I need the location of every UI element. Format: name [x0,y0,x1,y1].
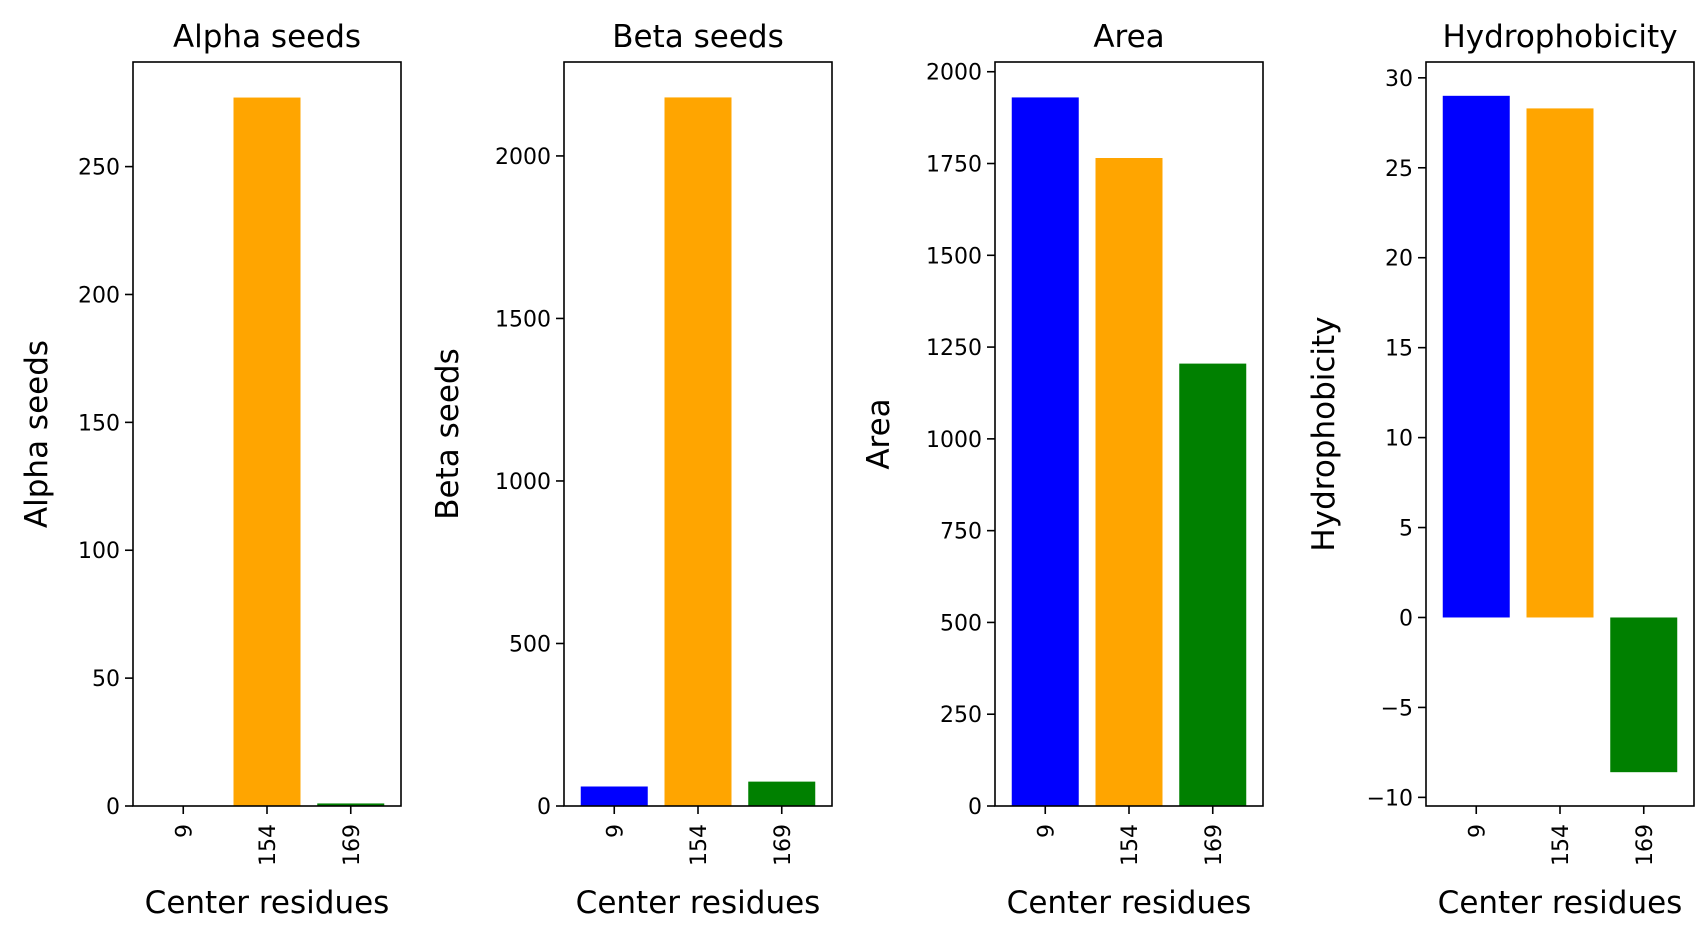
x-tick-label: 154 [687,824,712,866]
bar-9 [1011,97,1079,806]
y-tick-label: 1750 [926,153,982,178]
bar-154 [664,97,732,806]
y-tick-label: 20 [1385,247,1413,272]
chart-panel-4: −10 −5 0 5 10 15 20 25 30 9 154 169 Hydrophobicity Ce… [1306,19,1695,921]
x-tick-label: 169 [340,824,365,866]
y-tick-label: 250 [940,703,982,728]
y-tick-label: 0 [968,795,982,820]
bar-9 [580,786,648,806]
y-tick-label: 1500 [926,244,982,269]
bar-169 [748,781,816,806]
y-tick-label: 150 [78,411,120,436]
y-tick-label: 0 [106,795,120,820]
x-axis-label: Center residues [1438,885,1683,921]
x-axis-label: Center residues [1007,885,1252,921]
chart-title: Area [1093,19,1164,55]
x-tick-label: 169 [1202,824,1227,866]
y-tick-label: 200 [78,283,120,308]
y-tick-label: 1250 [926,336,982,361]
y-axis-label: Area [861,398,897,469]
y-tick-label: 250 [78,156,120,181]
y-axis-label: Beta seeds [430,348,466,519]
y-tick-label: 500 [940,611,982,636]
y-tick-label: 1000 [926,428,982,453]
y-tick-label: 750 [940,520,982,545]
chart-title: Alpha seeds [173,19,361,55]
x-tick-label: 9 [1034,824,1059,838]
chart-panel-2: 0 500 1000 1500 2000 9 154 169 Beta seeds Center … [430,19,833,921]
bar-154 [1526,108,1594,618]
y-axis-label: Hydrophobicity [1306,316,1342,551]
y-tick-label: 500 [509,632,551,657]
chart-panel-1: 0 50 100 150 200 250 9 154 169 Alpha seeds Center … [19,19,402,921]
y-tick-label: 0 [1399,606,1413,631]
y-tick-label: 5 [1399,517,1413,542]
y-tick-label: 25 [1385,157,1413,182]
y-tick-label: 10 [1385,427,1413,452]
chart-title: Hydrophobicity [1442,19,1677,55]
y-tick-label: 30 [1385,67,1413,92]
bar-169 [1179,363,1247,806]
chart-panel-3: 0 250 500 750 1000 1250 1500 1750 2000 9 154 169 Are… [861,19,1264,921]
bar-154 [1095,158,1163,806]
y-axis-label: Alpha seeds [19,340,55,528]
y-tick-label: 1000 [495,470,551,495]
y-tick-label: −10 [1367,786,1413,811]
y-tick-label: 1500 [495,307,551,332]
x-tick-label: 154 [1549,824,1574,866]
x-tick-label: 169 [1633,824,1658,866]
y-tick-label: 0 [537,795,551,820]
x-tick-label: 9 [603,824,628,838]
y-tick-label: −5 [1381,696,1413,721]
y-tick-label: 2000 [926,61,982,86]
x-tick-label: 9 [172,824,197,838]
bar-169 [317,803,385,806]
x-axis-label: Center residues [576,885,821,921]
y-tick-label: 15 [1385,337,1413,362]
x-axis-label: Center residues [145,885,390,921]
x-tick-label: 154 [256,824,281,866]
x-tick-label: 154 [1118,824,1143,866]
bar-9 [1442,95,1510,618]
bar-169 [1610,617,1678,773]
y-tick-label: 100 [78,539,120,564]
x-tick-label: 169 [771,824,796,866]
y-tick-label: 50 [92,667,120,692]
chart-title: Beta seeds [612,19,783,55]
x-tick-label: 9 [1465,824,1490,838]
bar-154 [233,97,301,807]
y-tick-label: 2000 [495,145,551,170]
